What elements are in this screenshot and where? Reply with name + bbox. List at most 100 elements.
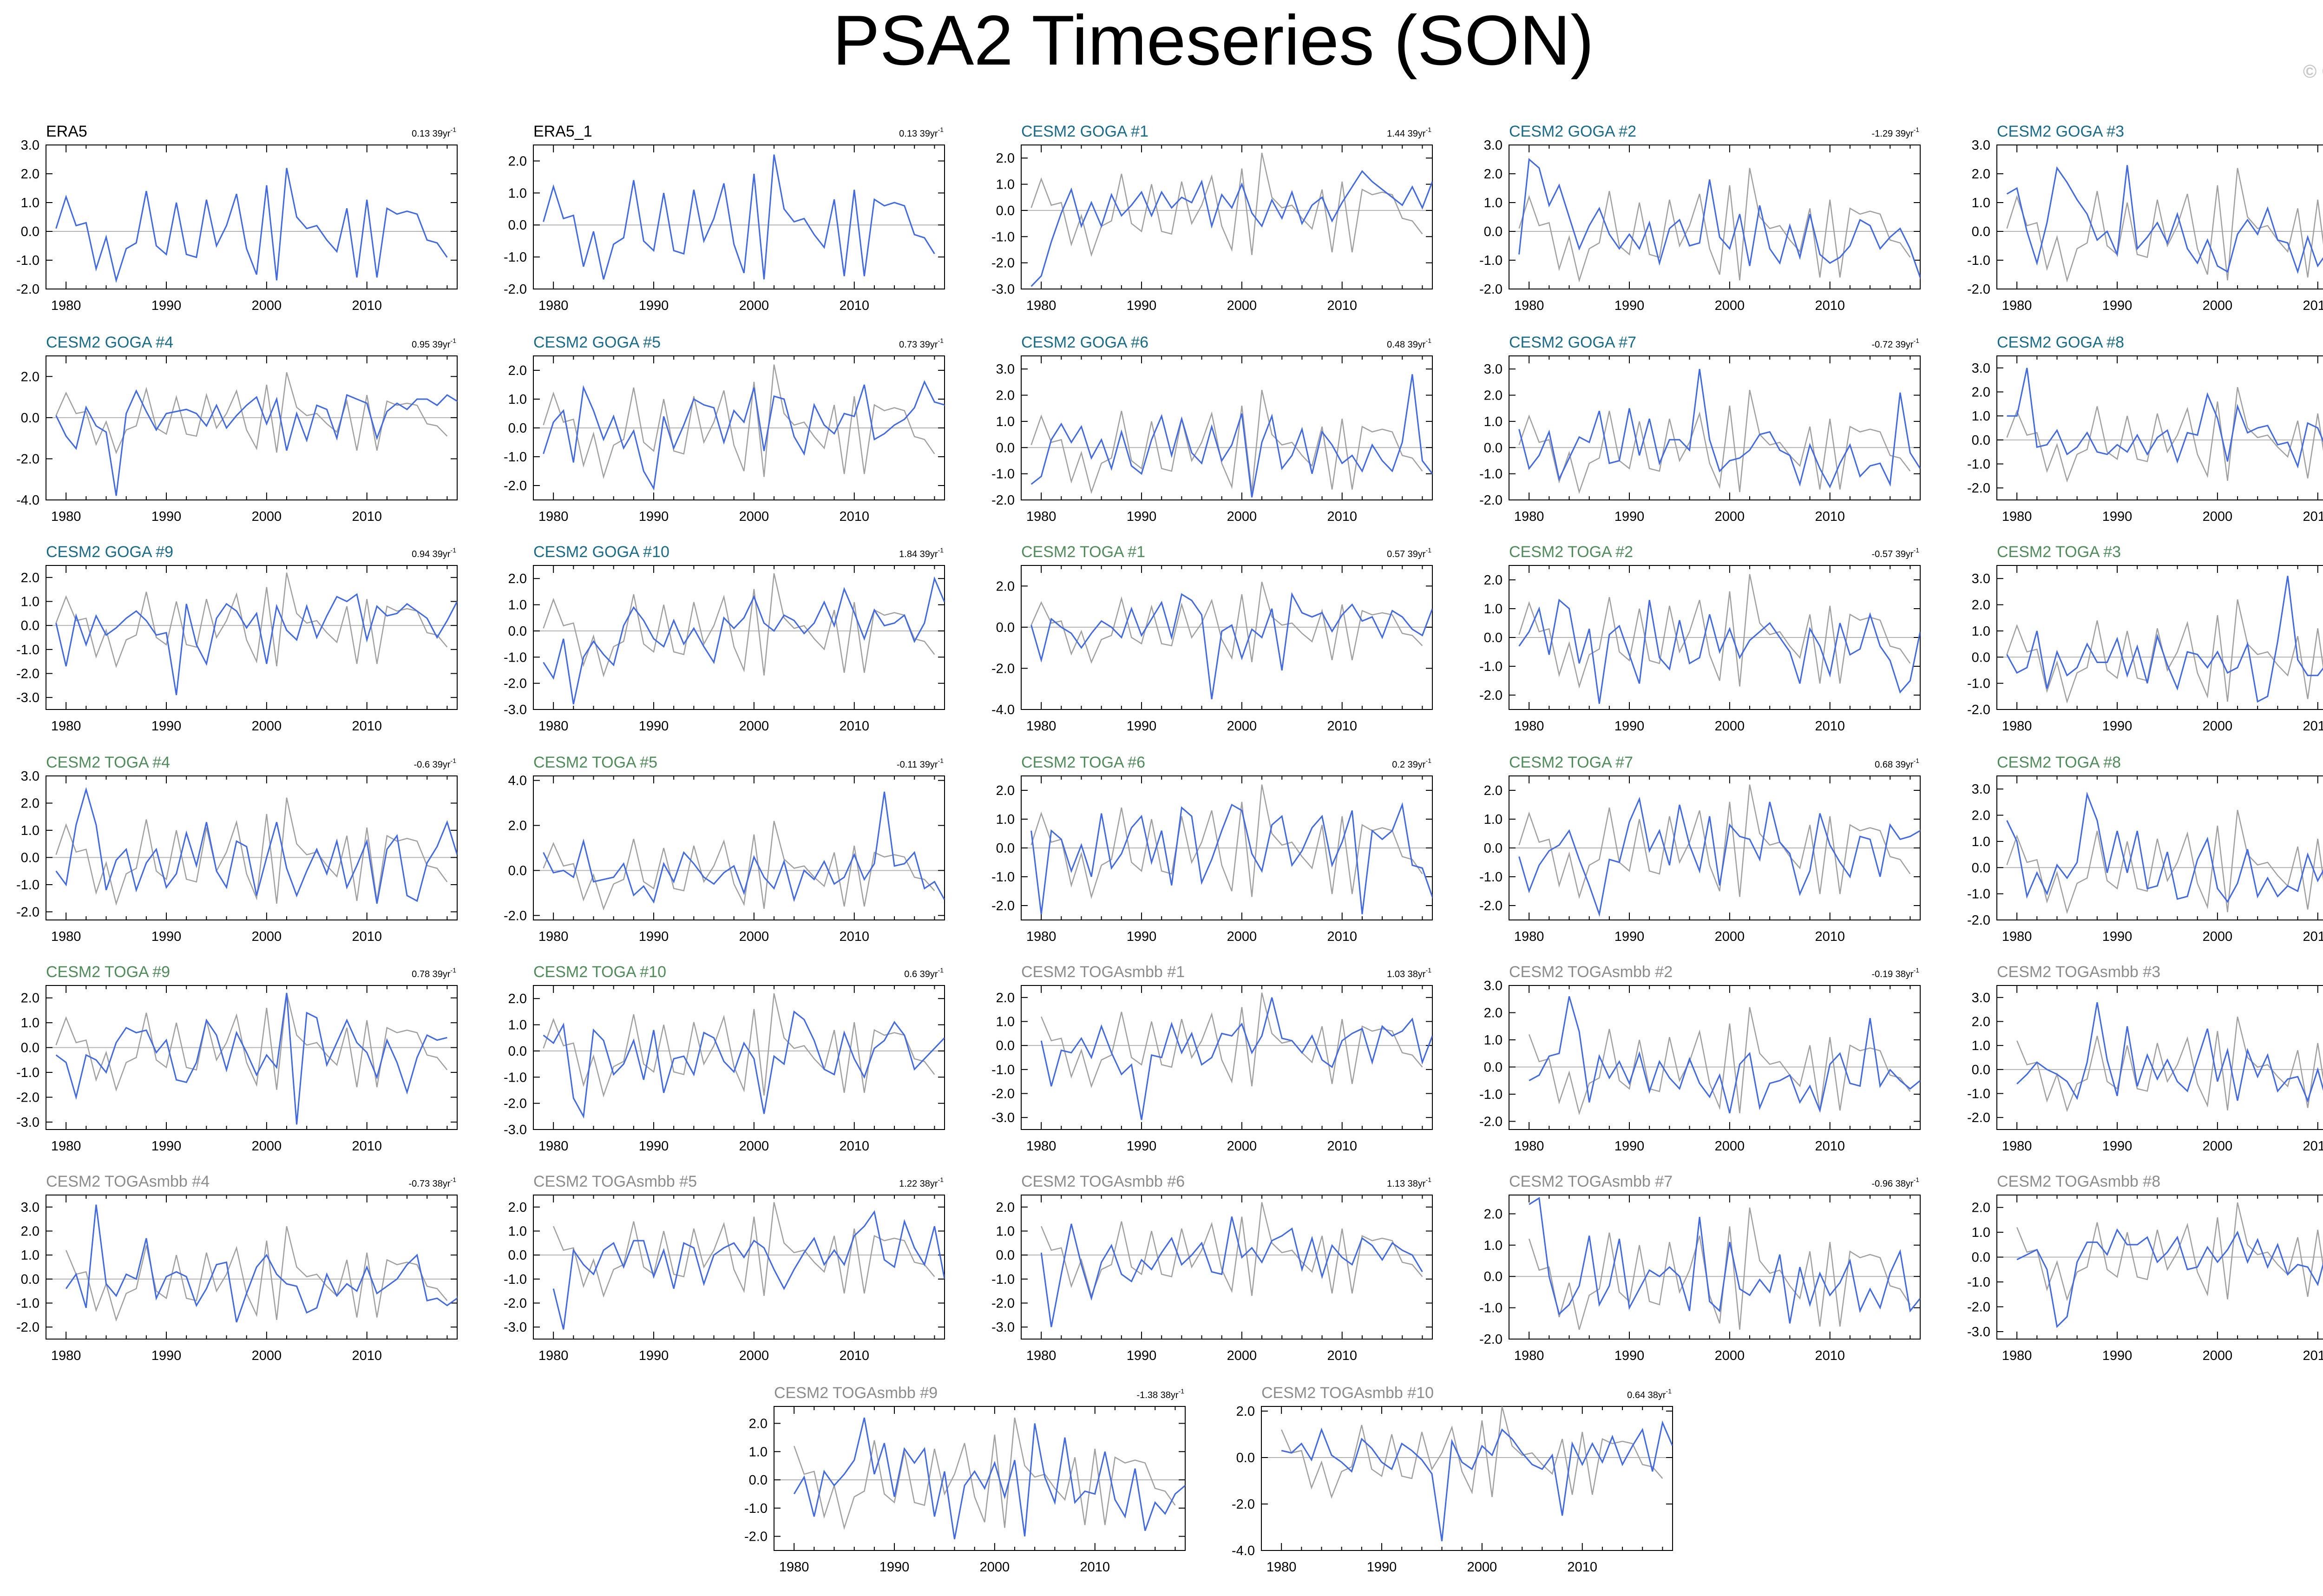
y-tick-label: 1.0 [749, 1445, 768, 1459]
observed-series-line [55, 797, 448, 906]
panel-title: CESM2 TOGAsmbb #2 [1509, 963, 1673, 981]
trend-value: -0.96 38yr [1871, 1179, 1913, 1189]
y-tick-label: 2.0 [996, 151, 1015, 166]
x-tick-label: 1980 [2002, 719, 2032, 734]
trend-unit-exponent: -1 [451, 546, 457, 554]
trend-value: 0.48 39yr [1387, 340, 1426, 350]
y-tick-label: -1.0 [991, 230, 1015, 244]
y-tick-label: -2.0 [16, 1090, 39, 1105]
observed-series-line [794, 1418, 1176, 1530]
timeseries-panel: 2.0 1.0 0.0 -1.0 -2.0 1980 1990 2000 2010 ERA5_1 0… [504, 123, 945, 313]
timeseries-panel: 4.0 2.0 0.0 -2.0 1980 1990 2000 2010 CESM2 TOGA … [504, 754, 945, 944]
y-tick-label: 0.0 [1972, 1063, 1990, 1077]
trend-label: -1.38 38yr-1 [1136, 1387, 1184, 1400]
x-tick-label: 2010 [2303, 509, 2323, 524]
y-tick-label: 2.0 [1972, 385, 1990, 400]
y-tick-label: -2.0 [16, 905, 39, 920]
x-tick-label: 1980 [1514, 1348, 1544, 1363]
plot-frame [533, 565, 945, 710]
y-tick-label: 0.0 [1484, 1269, 1503, 1284]
y-tick-label: 0.0 [1972, 1250, 1990, 1265]
plot-frame [1996, 985, 2323, 1130]
plot-frame [46, 355, 458, 500]
panel-title: CESM2 TOGA #3 [1997, 543, 2121, 561]
y-tick-label: 1.0 [1972, 409, 1990, 424]
trend-label: 0.2 39yr-1 [1392, 757, 1431, 770]
trend-value: 1.22 38yr [899, 1179, 938, 1189]
y-tick-label: -2.0 [504, 1097, 527, 1111]
x-tick-label: 1980 [51, 509, 81, 524]
y-tick-label: -1.0 [1967, 1087, 1990, 1102]
x-tick-label: 1990 [1127, 1139, 1157, 1154]
y-tick-label: 1.0 [1484, 812, 1503, 827]
member-series-line [2006, 576, 2323, 703]
y-tick-label: 3.0 [1972, 138, 1990, 153]
trend-value: 0.64 38yr [1627, 1390, 1666, 1400]
timeseries-panel: 2.0 1.0 0.0 -1.0 -2.0 -3.0 1980 1990 2000 2010 CES… [991, 963, 1433, 1154]
trend-unit-exponent: -1 [1426, 966, 1432, 974]
y-tick-label: 2.0 [508, 154, 527, 169]
x-tick-label: 2010 [2303, 1139, 2323, 1154]
y-tick-label: 2.0 [1972, 167, 1990, 182]
observed-series-line [543, 573, 935, 678]
trend-label: 1.44 39yr-1 [1387, 126, 1431, 139]
y-tick-label: -1.0 [1479, 870, 1503, 885]
plot-frame [1021, 1195, 1433, 1340]
x-tick-label: 1990 [1127, 719, 1157, 734]
y-tick-label: -1.0 [16, 643, 39, 657]
y-tick-label: -1.0 [991, 870, 1015, 885]
trend-unit-exponent: -1 [451, 126, 457, 133]
observed-series-line [2006, 168, 2323, 283]
y-tick-label: 2.0 [21, 167, 39, 182]
trend-unit-exponent: -1 [1426, 546, 1432, 554]
y-tick-label: 3.0 [1484, 362, 1503, 377]
x-tick-label: 2010 [1327, 509, 1357, 524]
panel-title: CESM2 TOGAsmbb #5 [533, 1173, 697, 1190]
x-tick-label: 1980 [538, 1348, 569, 1363]
observed-series-line [1529, 1007, 1911, 1116]
trend-value: 1.84 39yr [899, 549, 938, 559]
panel-title: CESM2 TOGA #8 [1997, 754, 2121, 771]
observed-series-line [1030, 582, 1423, 664]
y-tick-label: 0.0 [21, 1272, 39, 1287]
trend-label: -0.11 39yr-1 [897, 757, 944, 770]
x-tick-label: 2000 [252, 509, 282, 524]
x-tick-label: 1990 [151, 929, 182, 944]
y-tick-label: -4.0 [991, 703, 1015, 717]
y-tick-label: -3.0 [504, 1320, 527, 1335]
x-tick-label: 1980 [538, 509, 569, 524]
y-tick-label: 1.0 [21, 595, 39, 610]
x-tick-label: 2000 [252, 1139, 282, 1154]
observed-series-line [2006, 810, 2323, 914]
trend-unit-exponent: -1 [1426, 1176, 1432, 1183]
x-tick-label: 2000 [980, 1560, 1010, 1575]
y-tick-label: -4.0 [16, 493, 39, 508]
y-tick-label: 2.0 [749, 1416, 768, 1431]
member-series-line [1030, 802, 1432, 914]
y-tick-label: 3.0 [1484, 138, 1503, 153]
x-tick-label: 2000 [1715, 1348, 1745, 1363]
y-tick-label: 2.0 [1972, 1201, 1990, 1215]
x-tick-label: 2010 [352, 929, 382, 944]
trend-unit-exponent: -1 [1426, 757, 1432, 764]
y-tick-label: 0.0 [1484, 1060, 1503, 1075]
y-tick-label: 2.0 [996, 579, 1015, 594]
y-tick-label: -1.0 [16, 1296, 39, 1311]
x-tick-label: 2010 [1327, 298, 1357, 313]
y-tick-label: -2.0 [1479, 493, 1503, 508]
trend-label: -0.73 38yr-1 [408, 1176, 456, 1189]
panel-title: CESM2 TOGAsmbb #3 [1997, 963, 2160, 981]
x-tick-label: 1980 [779, 1560, 809, 1575]
panel-title: CESM2 TOGA #7 [1509, 754, 1633, 771]
trend-label: 1.03 38yr-1 [1387, 966, 1431, 979]
x-tick-label: 1990 [639, 929, 669, 944]
timeseries-panel: 2.0 0.0 -2.0 -4.0 1980 1990 2000 2010 CESM2 GOGA… [16, 334, 458, 524]
observed-series-line [2006, 387, 2323, 483]
y-tick-label: 0.0 [996, 440, 1015, 455]
x-tick-label: 1990 [151, 1348, 182, 1363]
y-tick-label: 0.0 [1484, 440, 1503, 455]
trend-unit-exponent: -1 [938, 757, 944, 764]
timeseries-panel: 2.0 0.0 -2.0 -4.0 1980 1990 2000 2010 CESM2 TOGA… [1232, 1384, 1673, 1575]
x-tick-label: 1980 [1026, 1348, 1057, 1363]
y-tick-label: -1.0 [504, 250, 527, 265]
